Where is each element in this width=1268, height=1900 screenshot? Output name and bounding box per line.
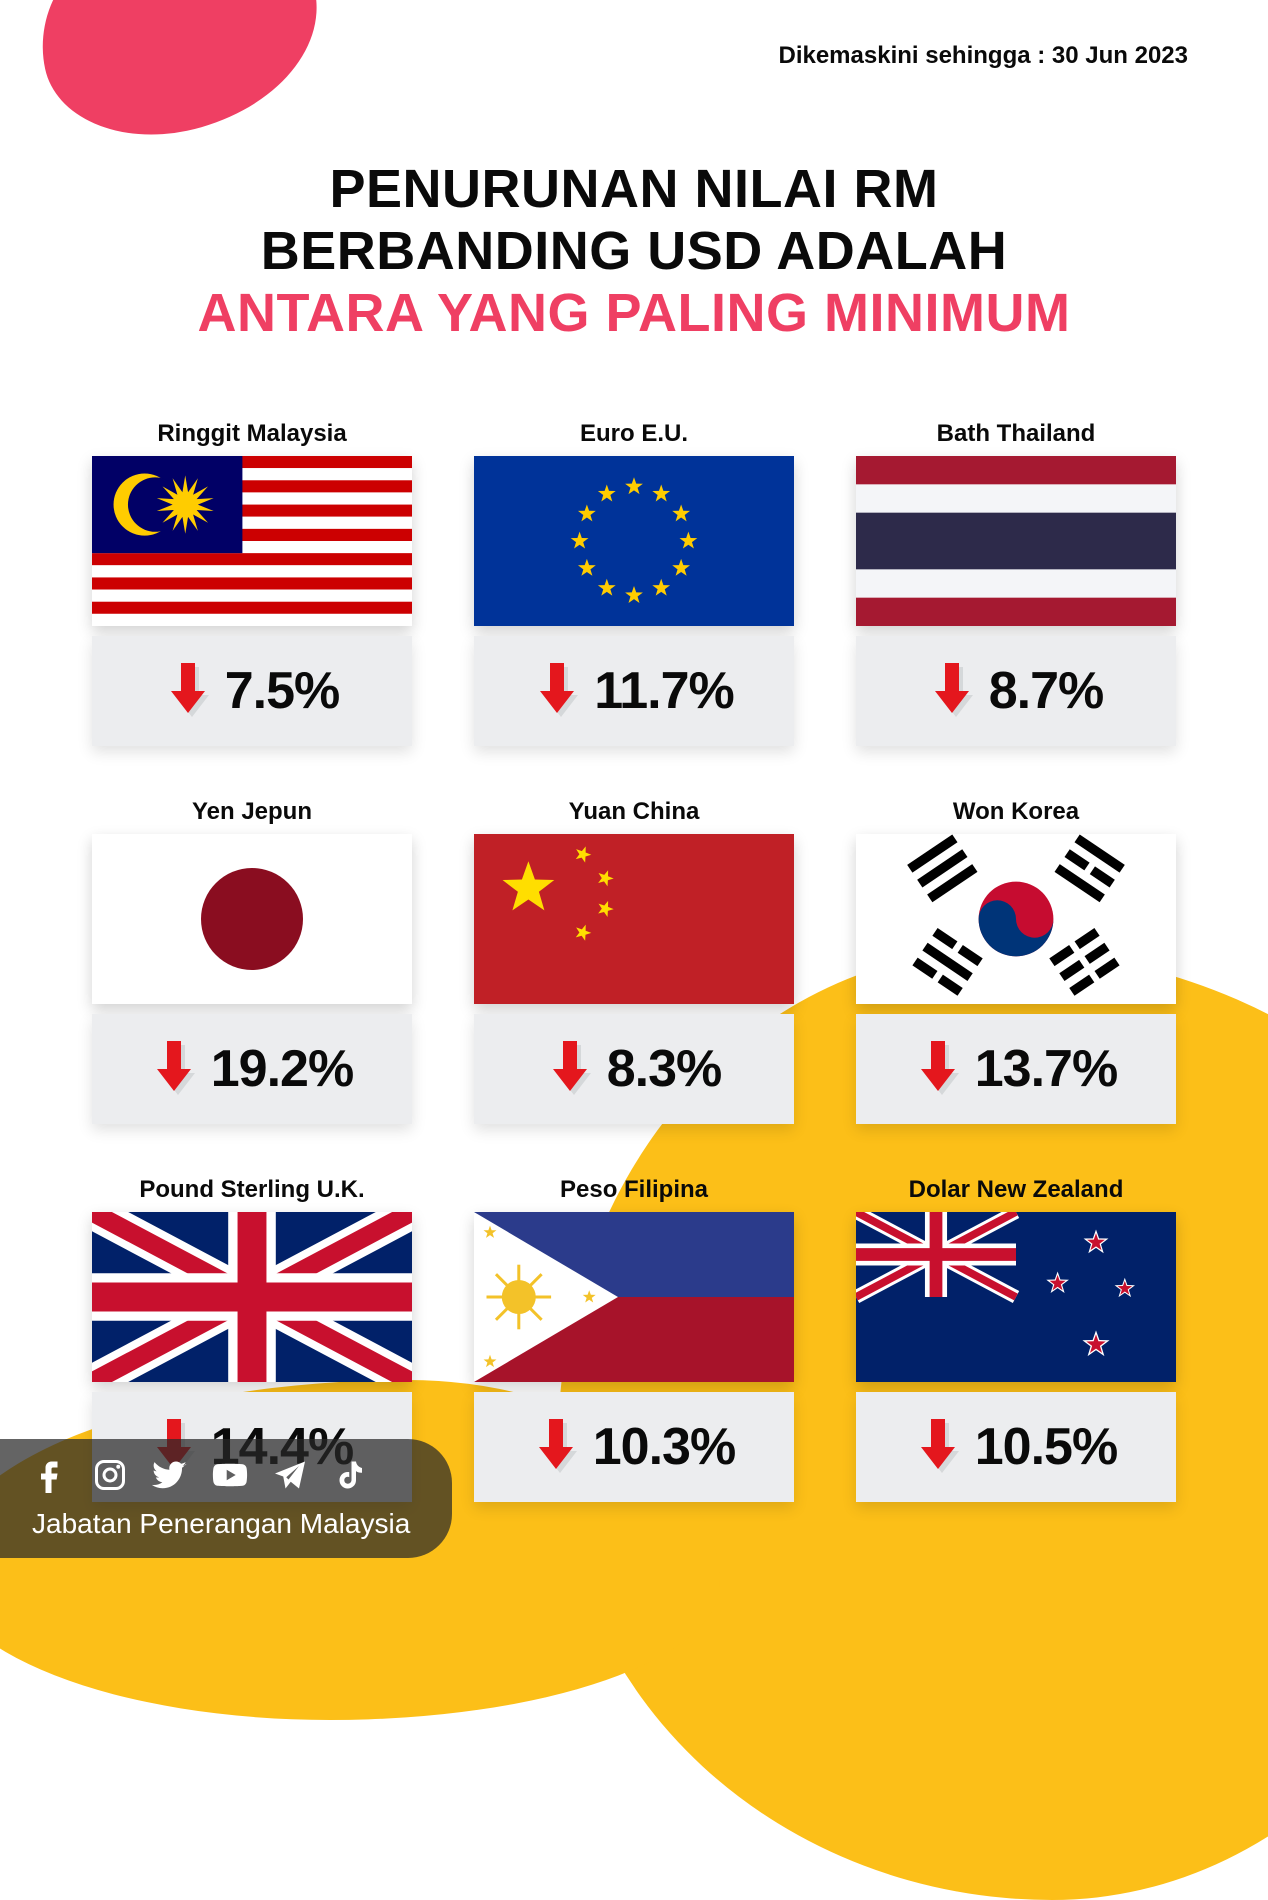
down-arrow-icon <box>534 659 580 723</box>
currency-label: Ringgit Malaysia <box>92 420 412 448</box>
currency-card: Euro E.U. 11.7% <box>474 420 794 746</box>
headline: PENURUNAN NILAI RM BERBANDING USD ADALAH… <box>0 158 1268 344</box>
currency-metric: 7.5% <box>92 636 412 746</box>
currency-metric: 8.7% <box>856 636 1176 746</box>
currency-card: Yen Jepun 19.2% <box>92 798 412 1124</box>
footer-org: Jabatan Penerangan Malaysia <box>32 1508 410 1540</box>
currency-pct: 13.7% <box>975 1039 1117 1099</box>
currency-metric: 10.5% <box>856 1392 1176 1502</box>
currency-pct: 8.3% <box>607 1039 722 1099</box>
down-arrow-icon <box>915 1037 961 1101</box>
youtube-icon[interactable] <box>212 1457 248 1502</box>
currency-grid: Ringgit Malaysia 7.5% Euro E.U. 11.7% Ba… <box>0 420 1268 1502</box>
flag-ph <box>474 1212 794 1382</box>
currency-label: Yen Jepun <box>92 798 412 826</box>
currency-pct: 11.7% <box>594 661 734 721</box>
currency-pct: 10.3% <box>593 1417 735 1477</box>
tiktok-icon[interactable] <box>332 1457 368 1502</box>
currency-card: Dolar New Zealand 10.5% <box>856 1176 1176 1502</box>
currency-metric: 10.3% <box>474 1392 794 1502</box>
down-arrow-icon <box>165 659 211 723</box>
currency-pct: 7.5% <box>225 661 340 721</box>
flag-nz <box>856 1212 1176 1382</box>
currency-card: Won Korea 13.7% <box>856 798 1176 1124</box>
facebook-icon[interactable] <box>32 1457 68 1502</box>
flag-my <box>92 456 412 626</box>
flag-kr <box>856 834 1176 1004</box>
currency-label: Dolar New Zealand <box>856 1176 1176 1204</box>
currency-card: Ringgit Malaysia 7.5% <box>92 420 412 746</box>
currency-metric: 11.7% <box>474 636 794 746</box>
currency-label: Peso Filipina <box>474 1176 794 1204</box>
down-arrow-icon <box>533 1415 579 1479</box>
telegram-icon[interactable] <box>272 1457 308 1502</box>
flag-jp <box>92 834 412 1004</box>
currency-metric: 13.7% <box>856 1014 1176 1124</box>
flag-uk <box>92 1212 412 1382</box>
update-date: Dikemaskini sehingga : 30 Jun 2023 <box>778 42 1188 70</box>
currency-pct: 8.7% <box>989 661 1104 721</box>
currency-card: Yuan China 8.3% <box>474 798 794 1124</box>
twitter-icon[interactable] <box>152 1457 188 1502</box>
currency-label: Bath Thailand <box>856 420 1176 448</box>
down-arrow-icon <box>151 1037 197 1101</box>
flag-eu <box>474 456 794 626</box>
flag-th <box>856 456 1176 626</box>
currency-card: Peso Filipina 10.3% <box>474 1176 794 1502</box>
currency-metric: 8.3% <box>474 1014 794 1124</box>
headline-line-2: BERBANDING USD ADALAH <box>0 220 1268 282</box>
currency-pct: 19.2% <box>211 1039 353 1099</box>
down-arrow-icon <box>929 659 975 723</box>
social-icons <box>32 1457 410 1502</box>
down-arrow-icon <box>547 1037 593 1101</box>
currency-label: Yuan China <box>474 798 794 826</box>
footer-bar: Jabatan Penerangan Malaysia <box>0 1439 452 1558</box>
down-arrow-icon <box>915 1415 961 1479</box>
currency-card: Bath Thailand 8.7% <box>856 420 1176 746</box>
decor-blob-pink <box>22 0 337 157</box>
headline-line-3: ANTARA YANG PALING MINIMUM <box>0 282 1268 344</box>
instagram-icon[interactable] <box>92 1457 128 1502</box>
headline-line-1: PENURUNAN NILAI RM <box>0 158 1268 220</box>
currency-pct: 10.5% <box>975 1417 1117 1477</box>
flag-cn <box>474 834 794 1004</box>
currency-label: Euro E.U. <box>474 420 794 448</box>
currency-metric: 19.2% <box>92 1014 412 1124</box>
currency-label: Won Korea <box>856 798 1176 826</box>
currency-label: Pound Sterling U.K. <box>92 1176 412 1204</box>
